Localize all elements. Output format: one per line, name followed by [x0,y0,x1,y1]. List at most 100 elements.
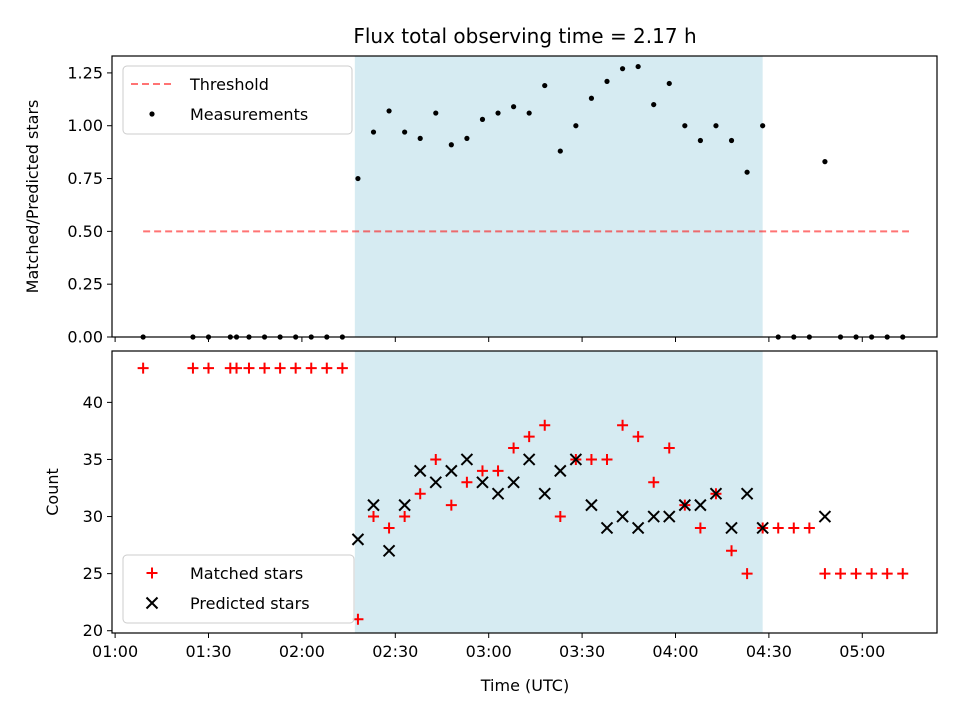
measurements-point [464,135,470,141]
matched-stars-point [663,442,675,454]
matched-stars-point [585,453,597,465]
matched-stars-point [881,568,893,580]
x-tick-label: 03:30 [559,642,605,661]
predicted-stars-point [569,453,583,466]
matched-stars-point [321,362,333,374]
bottom-y-tick-label: 35 [83,450,103,469]
predicted-stars-point [398,498,411,512]
matched-stars-point [632,431,644,443]
top-axes-frame [111,55,938,338]
measurements-point [370,129,377,135]
predicted-stars-point [631,521,645,535]
matched-stars-point [259,362,271,374]
matched-stars-point [819,568,831,580]
measurements-point [355,175,361,182]
top-y-tick-label: 1.00 [67,116,103,135]
matched-stars-point [203,362,215,374]
bottom-y-tick-label: 20 [83,621,103,640]
legend-label-measurements: Measurements [190,105,308,124]
x-tick-label: 03:00 [466,642,512,661]
top-legend [122,65,353,135]
bottom-shaded-span [354,351,763,633]
matched-stars-point [554,511,566,523]
matched-stars-point [850,568,862,580]
matched-stars-point [601,453,613,465]
measurements-point [635,63,641,70]
x-tick-label: 04:00 [652,642,698,661]
measurements-point [495,110,501,116]
measurements-point [479,116,486,122]
x-tick-label: 05:00 [839,642,885,661]
matched-stars-point [137,362,149,374]
measurements-point [744,169,750,175]
top-y-tick-label: 0.25 [67,275,103,294]
bottom-legend [122,554,355,624]
predicted-stars-point [476,476,489,489]
legend-swatch-measurements [149,111,155,117]
bottom-y-tick-label: 40 [83,393,103,412]
measurements-point [526,110,532,116]
measurements-point [713,123,719,129]
predicted-stars-point [616,510,629,523]
matched-stars-point [243,362,255,374]
matched-stars-point [274,362,286,374]
matched-stars-point [461,476,473,488]
matched-stars-point [772,522,784,534]
legend-swatch-matched-stars [146,567,158,579]
measurements-point [822,159,828,165]
top-panel: 0.00 0.25 0.50 0.75 1.00 1.25 Matched/Predicte… [23,55,938,347]
predicted-stars-point [585,498,598,512]
matched-stars-point [741,568,753,580]
predicted-stars-point [491,487,505,500]
bottom-axes-frame [111,350,938,634]
measurements-point [417,135,423,141]
measurements-point [386,108,392,114]
matched-stars-point [476,465,488,477]
legend-label-threshold: Threshold [189,75,269,94]
x-tick-label: 02:30 [372,642,418,661]
x-tick-label: 02:00 [279,642,325,661]
matched-stars-point [803,522,815,534]
matched-stars-point [617,419,629,431]
top-y-tick-label: 0.75 [67,169,103,188]
matched-stars-point [430,453,442,465]
matched-stars-point [694,522,706,534]
matched-stars-point [187,362,199,374]
measurements-point [557,148,563,154]
measurements-point [697,137,703,144]
top-shaded-span [354,56,763,337]
matched-stars-point [368,511,380,523]
matched-stars-point [492,465,504,477]
predicted-stars-point [554,464,567,478]
matched-stars-point [523,431,535,443]
predicted-stars-point [725,521,738,535]
legend-label-matched-stars: Matched stars [190,564,303,583]
bottom-panel: 20 25 30 35 40 01:00 01:30 02:00 02:30 03:00 03:30… [43,350,938,661]
predicted-stars-point [445,464,458,478]
predicted-stars-point [709,487,723,500]
predicted-stars-point [429,476,442,489]
chart-title: Flux total observing time = 2.17 h [353,24,696,48]
predicted-stars-point [522,453,536,466]
matched-stars-point [305,362,317,374]
predicted-stars-point [678,498,692,512]
matched-stars-point [336,362,348,374]
x-tick-label: 01:30 [185,642,231,661]
matched-stars-point [726,545,738,557]
measurements-point [402,129,408,135]
matched-stars-point [445,499,457,511]
measurements-point [651,101,657,108]
measurements-point [619,66,626,72]
predicted-stars-point [507,476,520,489]
predicted-stars-point [818,510,832,523]
top-y-axis-label: Matched/Predicted stars [23,100,42,294]
predicted-stars-point [367,498,380,512]
matched-stars-point [508,442,520,454]
measurements-point [433,110,439,116]
matched-stars-point [897,568,909,580]
predicted-stars-point [382,544,396,558]
predicted-stars-point [663,510,676,523]
matched-stars-point [414,488,426,500]
top-y-tick-label: 0.50 [67,222,103,241]
